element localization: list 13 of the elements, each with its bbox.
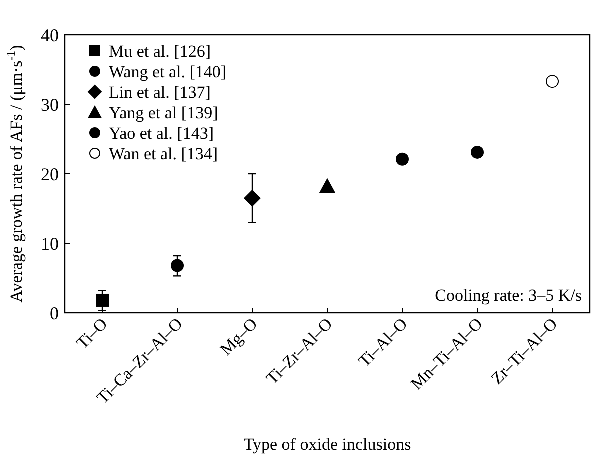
y-tick-label: 10 <box>41 234 59 254</box>
y-tick-label: 20 <box>41 164 59 184</box>
y-tick-label: 30 <box>41 94 59 115</box>
legend-label: Lin et al. [137] <box>109 83 211 102</box>
y-tick-label: 40 <box>41 25 59 46</box>
x-axis-title: Type of oxide inclusions <box>244 435 412 454</box>
annotation: Cooling rate: 3–5 K/s <box>435 286 582 305</box>
legend-label: Yang et al [139] <box>109 104 218 122</box>
y-tick-label: 0 <box>50 303 59 324</box>
legend-label: Mu et al. [126] <box>109 42 211 61</box>
legend-label: Wang et al. [140] <box>109 62 227 82</box>
legend-label: Yao et al. [143] <box>109 124 214 143</box>
legend-label: Wan et al. [134] <box>109 144 218 164</box>
